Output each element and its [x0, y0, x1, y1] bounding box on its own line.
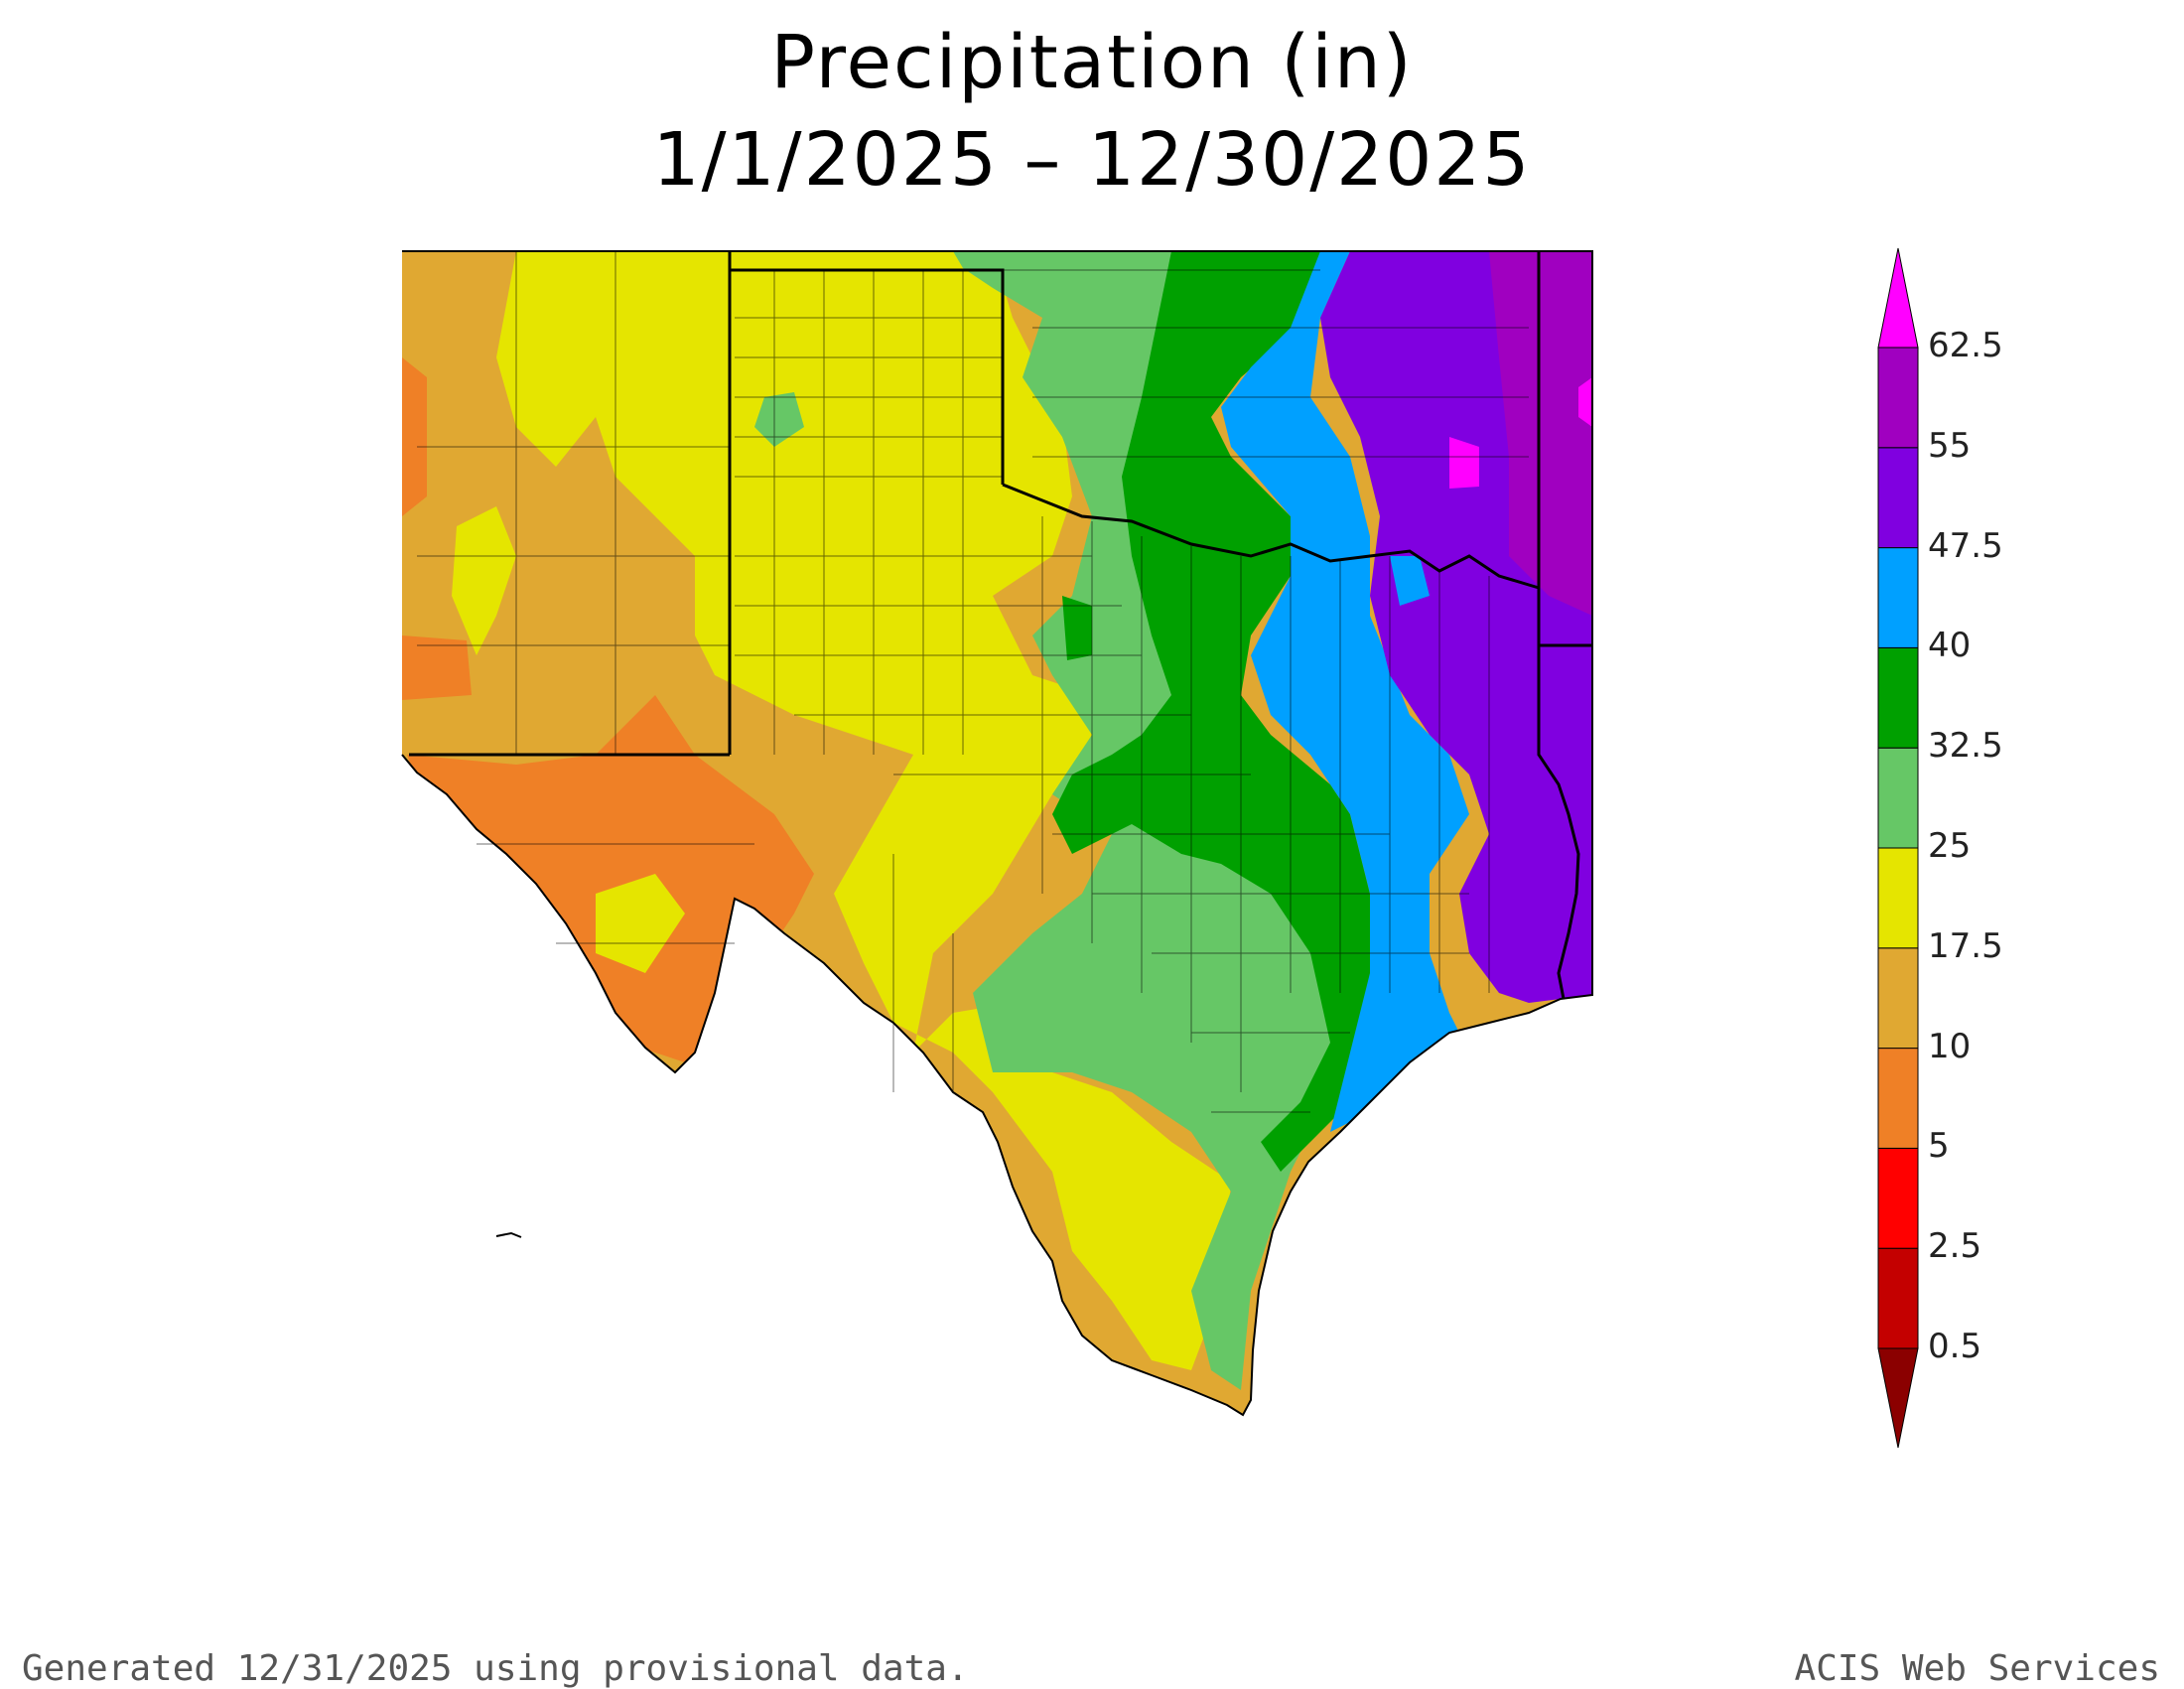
map-outline: [401, 250, 1593, 1417]
legend-swatch: [1877, 547, 1919, 648]
legend-swatch: [1877, 1048, 1919, 1149]
legend-label: 0.5: [1928, 1327, 1982, 1366]
legend-swatch: [1877, 646, 1919, 749]
legend-swatch: [1877, 347, 1919, 449]
date-range-subtitle: 1/1/2025 – 12/30/2025: [652, 117, 1532, 203]
source-credit: ACIS Web Services: [1794, 1648, 2160, 1689]
legend-label: 32.5: [1928, 726, 2003, 767]
legend-color-bar: [1877, 247, 1919, 1449]
legend-swatch: [1877, 847, 1919, 949]
legend-swatch: [1877, 247, 1919, 349]
legend-label: 25: [1928, 826, 1972, 866]
island-mark: [495, 1231, 522, 1238]
legend-label: 47.5: [1928, 525, 2003, 566]
legend-swatch: [1877, 1147, 1919, 1249]
legend-label: 2.5: [1928, 1226, 1982, 1267]
legend-label: 62.5: [1928, 326, 2003, 365]
county-lines: [417, 251, 1529, 1113]
map-title: Precipitation (in): [770, 20, 1414, 105]
legend-label: 40: [1928, 626, 1972, 666]
legend-label: 5: [1928, 1126, 1950, 1167]
legend-label: 55: [1928, 425, 1972, 466]
legend-swatch: [1877, 1347, 1919, 1449]
legend-swatch: [1877, 1247, 1919, 1349]
legend-label: 10: [1928, 1026, 1972, 1066]
legend-swatch: [1877, 747, 1919, 849]
legend-swatch: [1877, 947, 1919, 1050]
precipitation-fill: [402, 251, 1592, 1415]
legend-swatch: [1877, 447, 1919, 549]
state-boundaries: [409, 251, 1592, 1000]
legend-label: 17.5: [1928, 925, 2003, 966]
generated-note: Generated 12/31/2025 using provisional d…: [22, 1648, 969, 1689]
